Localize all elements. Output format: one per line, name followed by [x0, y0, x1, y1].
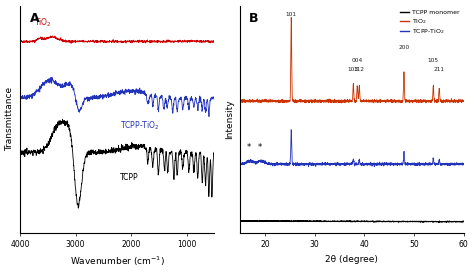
X-axis label: 2θ (degree): 2θ (degree)	[325, 255, 378, 264]
Text: 105: 105	[428, 58, 439, 64]
Text: 004: 004	[352, 58, 363, 64]
Text: *: *	[258, 143, 262, 152]
Text: A: A	[30, 12, 39, 25]
Y-axis label: Transmittance: Transmittance	[6, 87, 15, 151]
Text: TCPP: TCPP	[120, 173, 139, 182]
Text: B: B	[249, 12, 258, 25]
Text: TCPP-TiO$_2$: TCPP-TiO$_2$	[120, 119, 160, 132]
Y-axis label: Intensity: Intensity	[226, 99, 235, 139]
Text: 211: 211	[434, 67, 445, 72]
Text: 101: 101	[286, 12, 297, 17]
Text: TiO$_2$: TiO$_2$	[34, 17, 52, 30]
X-axis label: Wavenumber (cm$^{-1}$): Wavenumber (cm$^{-1}$)	[70, 255, 164, 269]
Text: 103: 103	[348, 67, 359, 72]
Text: 112: 112	[354, 67, 365, 72]
Legend: TCPP monomer, TiO$_2$, TCPP-TiO$_2$: TCPP monomer, TiO$_2$, TCPP-TiO$_2$	[399, 9, 460, 38]
Text: *: *	[247, 143, 251, 152]
Text: 200: 200	[398, 45, 410, 50]
